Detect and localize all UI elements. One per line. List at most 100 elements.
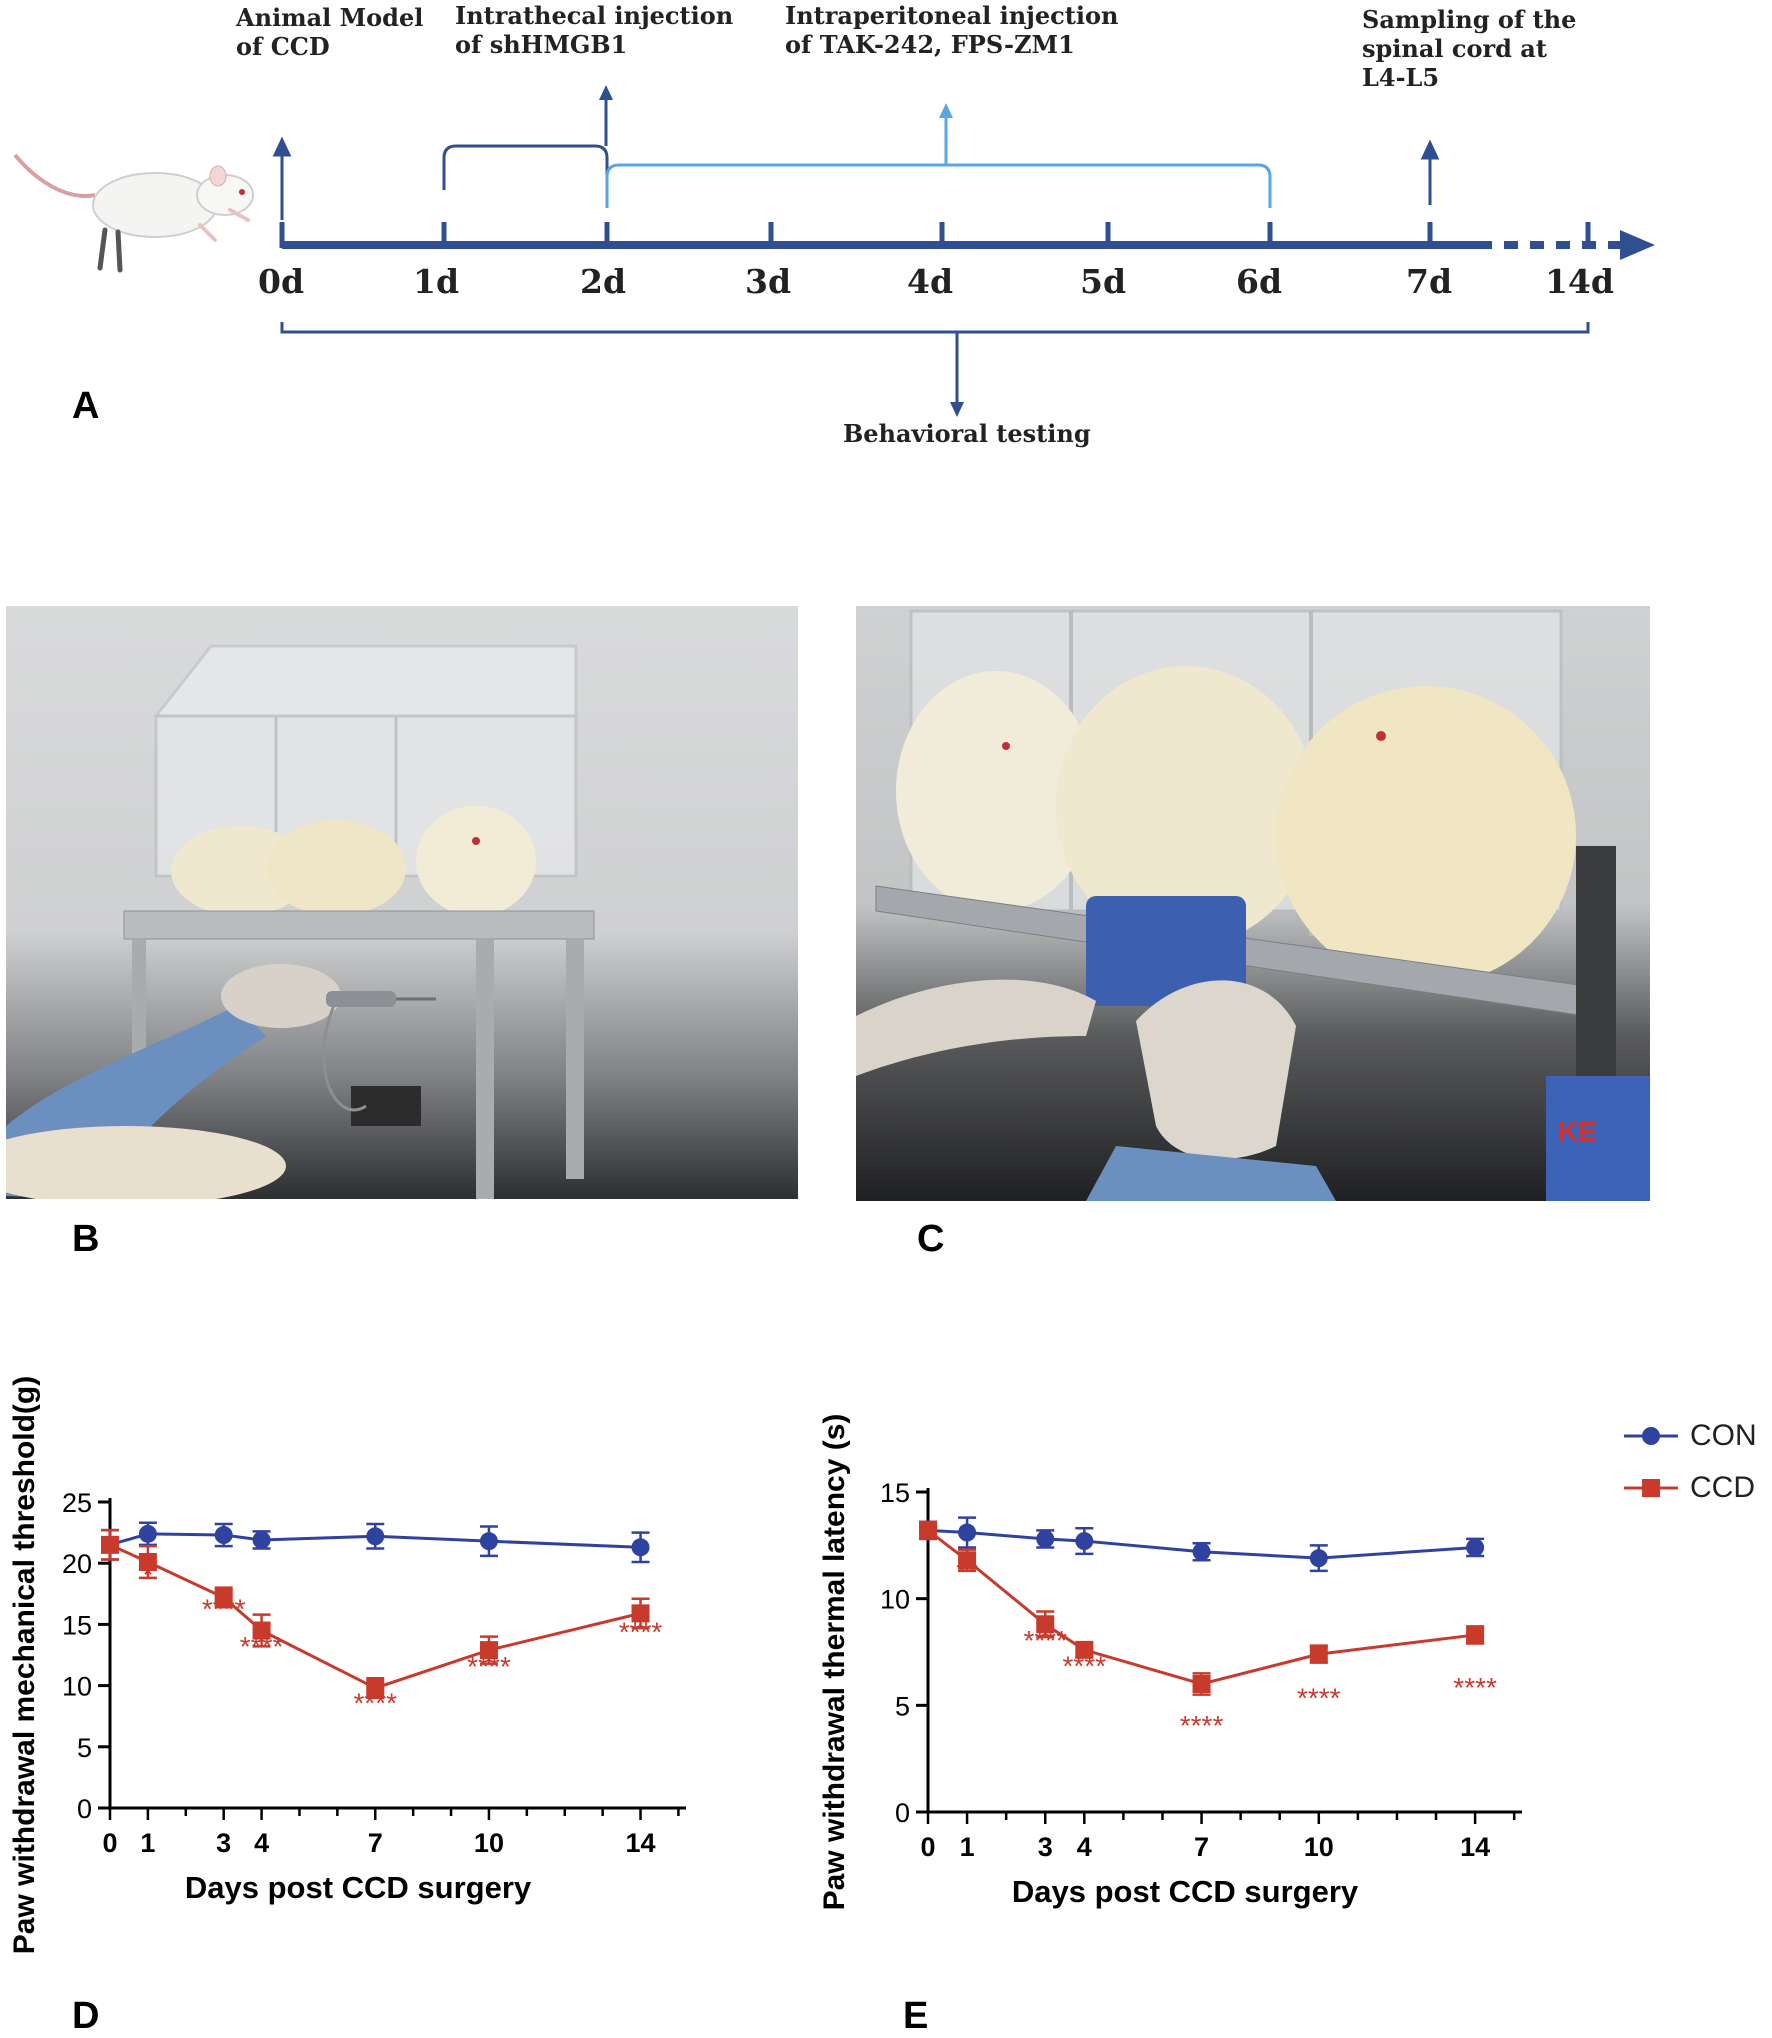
significance-label: ** [956, 1557, 978, 1588]
panel-letter-d: D [72, 1995, 100, 2037]
data-point-ccd [1466, 1625, 1485, 1644]
behavioral-bracket [280, 322, 1590, 405]
behavioral-arrowhead [950, 402, 964, 417]
intraperitoneal-arrowhead [939, 103, 953, 118]
significance-label: * [142, 1559, 153, 1590]
legend [1624, 1427, 1678, 1497]
label-sampling: Sampling of the spinal cord at L4-L5 [1362, 5, 1577, 92]
data-point-con [366, 1527, 385, 1546]
data-point-ccd [101, 1535, 119, 1554]
label-intrathecal: Intrathecal injection of shHMGB1 [455, 1, 734, 59]
x-tick-label: 0 [920, 1832, 935, 1862]
data-point-con [1036, 1529, 1055, 1548]
data-point-con [631, 1538, 650, 1557]
day-label: 1d [413, 262, 460, 301]
significance-label: **** [202, 1593, 246, 1624]
data-point-con [252, 1530, 271, 1549]
intraperitoneal-bracket [605, 115, 1272, 208]
y-axis-title: Paw withdrawal mechanical threshold(g) [8, 1376, 41, 1954]
data-point-ccd [1309, 1645, 1328, 1664]
significance-label: **** [1453, 1672, 1497, 1703]
legend-con-marker [1642, 1427, 1660, 1445]
x-tick-label: 10 [474, 1828, 504, 1858]
y-tick-label: 0 [895, 1798, 910, 1828]
data-point-con [214, 1526, 233, 1545]
data-point-ccd [366, 1679, 385, 1698]
data-point-con [1466, 1538, 1485, 1557]
label-intraperitoneal: Intraperitoneal injection of TAK-242, FP… [785, 1, 1119, 59]
y-tick-label: 15 [880, 1478, 910, 1508]
x-tick-label: 4 [1077, 1832, 1092, 1862]
day-label: 7d [1406, 262, 1453, 301]
von-frey-mechanical-testing-photo [6, 606, 798, 1199]
data-point-con [958, 1523, 977, 1542]
y-tick-label: 0 [77, 1794, 92, 1824]
data-point-con [479, 1532, 498, 1551]
y-tick-label: 10 [62, 1672, 92, 1702]
data-point-ccd [252, 1621, 271, 1640]
series-line-ccd [109, 1543, 641, 1690]
legend-ccd-marker [1642, 1479, 1660, 1497]
y-axis-title: Paw withdrawal thermal latency (s) [818, 1414, 851, 1911]
significance-label: **** [467, 1651, 511, 1682]
device-brand-partial: KE [1558, 1116, 1597, 1147]
x-axis-title: Days post CCD surgery [1012, 1874, 1359, 1909]
x-tick-label: 1 [140, 1828, 155, 1858]
day-label: 4d [907, 262, 954, 301]
x-tick-label: 7 [368, 1828, 383, 1858]
data-point-ccd [138, 1552, 157, 1571]
sampling-arrow [1420, 139, 1440, 205]
data-point-ccd [919, 1521, 937, 1540]
y-tick-label: 25 [62, 1488, 92, 1518]
significance-label: **** [353, 1688, 397, 1719]
data-point-ccd [1036, 1615, 1055, 1634]
day-label: 0d [258, 262, 305, 301]
label-animal-model: Animal Model of CCD [236, 3, 424, 61]
data-point-con [1075, 1532, 1094, 1551]
y-tick-label: 15 [62, 1610, 92, 1640]
x-tick-label: 14 [626, 1828, 656, 1858]
y-tick-label: 20 [62, 1549, 92, 1579]
significance-label: **** [240, 1631, 284, 1662]
significance-label: **** [1063, 1650, 1107, 1681]
y-tick-label: 5 [77, 1733, 92, 1763]
data-point-ccd [631, 1604, 650, 1623]
y-tick-label: 5 [895, 1691, 910, 1721]
timeline-svg [13, 85, 1655, 417]
data-point-con [1309, 1549, 1328, 1568]
legend-con-label: CON [1690, 1419, 1757, 1452]
data-point-ccd [214, 1588, 233, 1607]
panel-letter-e: E [903, 1995, 929, 2037]
model-arrow [272, 136, 292, 220]
x-tick-label: 0 [102, 1828, 117, 1858]
day-label: 2d [580, 262, 627, 301]
intrathecal-bracket [442, 97, 609, 190]
significance-label: **** [1023, 1625, 1067, 1656]
panel-letter-b: B [72, 1218, 100, 1260]
legend-ccd-label: CCD [1690, 1471, 1755, 1504]
data-point-ccd [958, 1551, 977, 1570]
data-point-con [138, 1524, 157, 1543]
data-point-ccd [479, 1641, 498, 1660]
white-rat-icon [13, 153, 254, 273]
day-label: 5d [1080, 262, 1127, 301]
x-tick-label: 3 [1038, 1832, 1053, 1862]
data-point-ccd [1075, 1640, 1094, 1659]
timeline-arrowhead [1620, 230, 1655, 260]
panel-letter-a: A [72, 385, 100, 427]
x-tick-label: 14 [1460, 1832, 1490, 1862]
panel-letter-c: C [917, 1218, 945, 1260]
significance-label: **** [619, 1617, 663, 1648]
x-tick-label: 7 [1194, 1832, 1209, 1862]
label-behavioral-testing: Behavioral testing [843, 419, 1091, 448]
significance-label: **** [1180, 1710, 1224, 1741]
x-tick-label: 4 [254, 1828, 269, 1858]
x-axis-title: Days post CCD surgery [185, 1870, 532, 1905]
data-point-ccd [1192, 1675, 1211, 1693]
thermal-latency-testing-photo: KE [856, 606, 1650, 1201]
data-point-con [1192, 1542, 1211, 1561]
significance-label: **** [1297, 1682, 1341, 1713]
day-label: 6d [1236, 262, 1283, 301]
